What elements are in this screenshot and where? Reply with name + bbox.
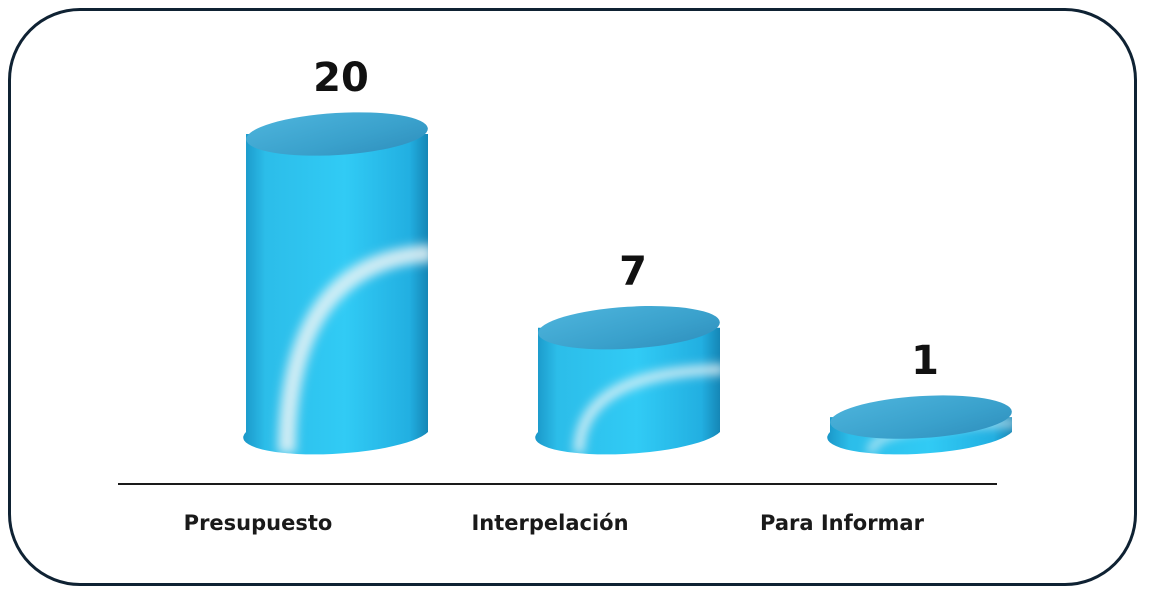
bar-highlight xyxy=(277,244,428,454)
bar-presupuesto xyxy=(243,112,428,455)
data-label-interpelacion: 7 xyxy=(619,249,647,295)
bar-top xyxy=(830,395,1012,439)
data-label-presupuesto: 20 xyxy=(313,55,369,101)
bar-top xyxy=(538,306,720,350)
bar-interpelacion xyxy=(535,306,720,455)
category-label-para-informar: Para Informar xyxy=(760,511,925,535)
chart-frame xyxy=(8,8,1137,586)
category-label-presupuesto: Presupuesto xyxy=(184,511,333,535)
category-label-interpelacion: Interpelación xyxy=(471,511,628,535)
bar-highlight xyxy=(573,364,720,454)
bar-para-informar xyxy=(827,395,1012,455)
bar-top xyxy=(246,112,428,156)
data-label-para-informar: 1 xyxy=(911,338,939,384)
